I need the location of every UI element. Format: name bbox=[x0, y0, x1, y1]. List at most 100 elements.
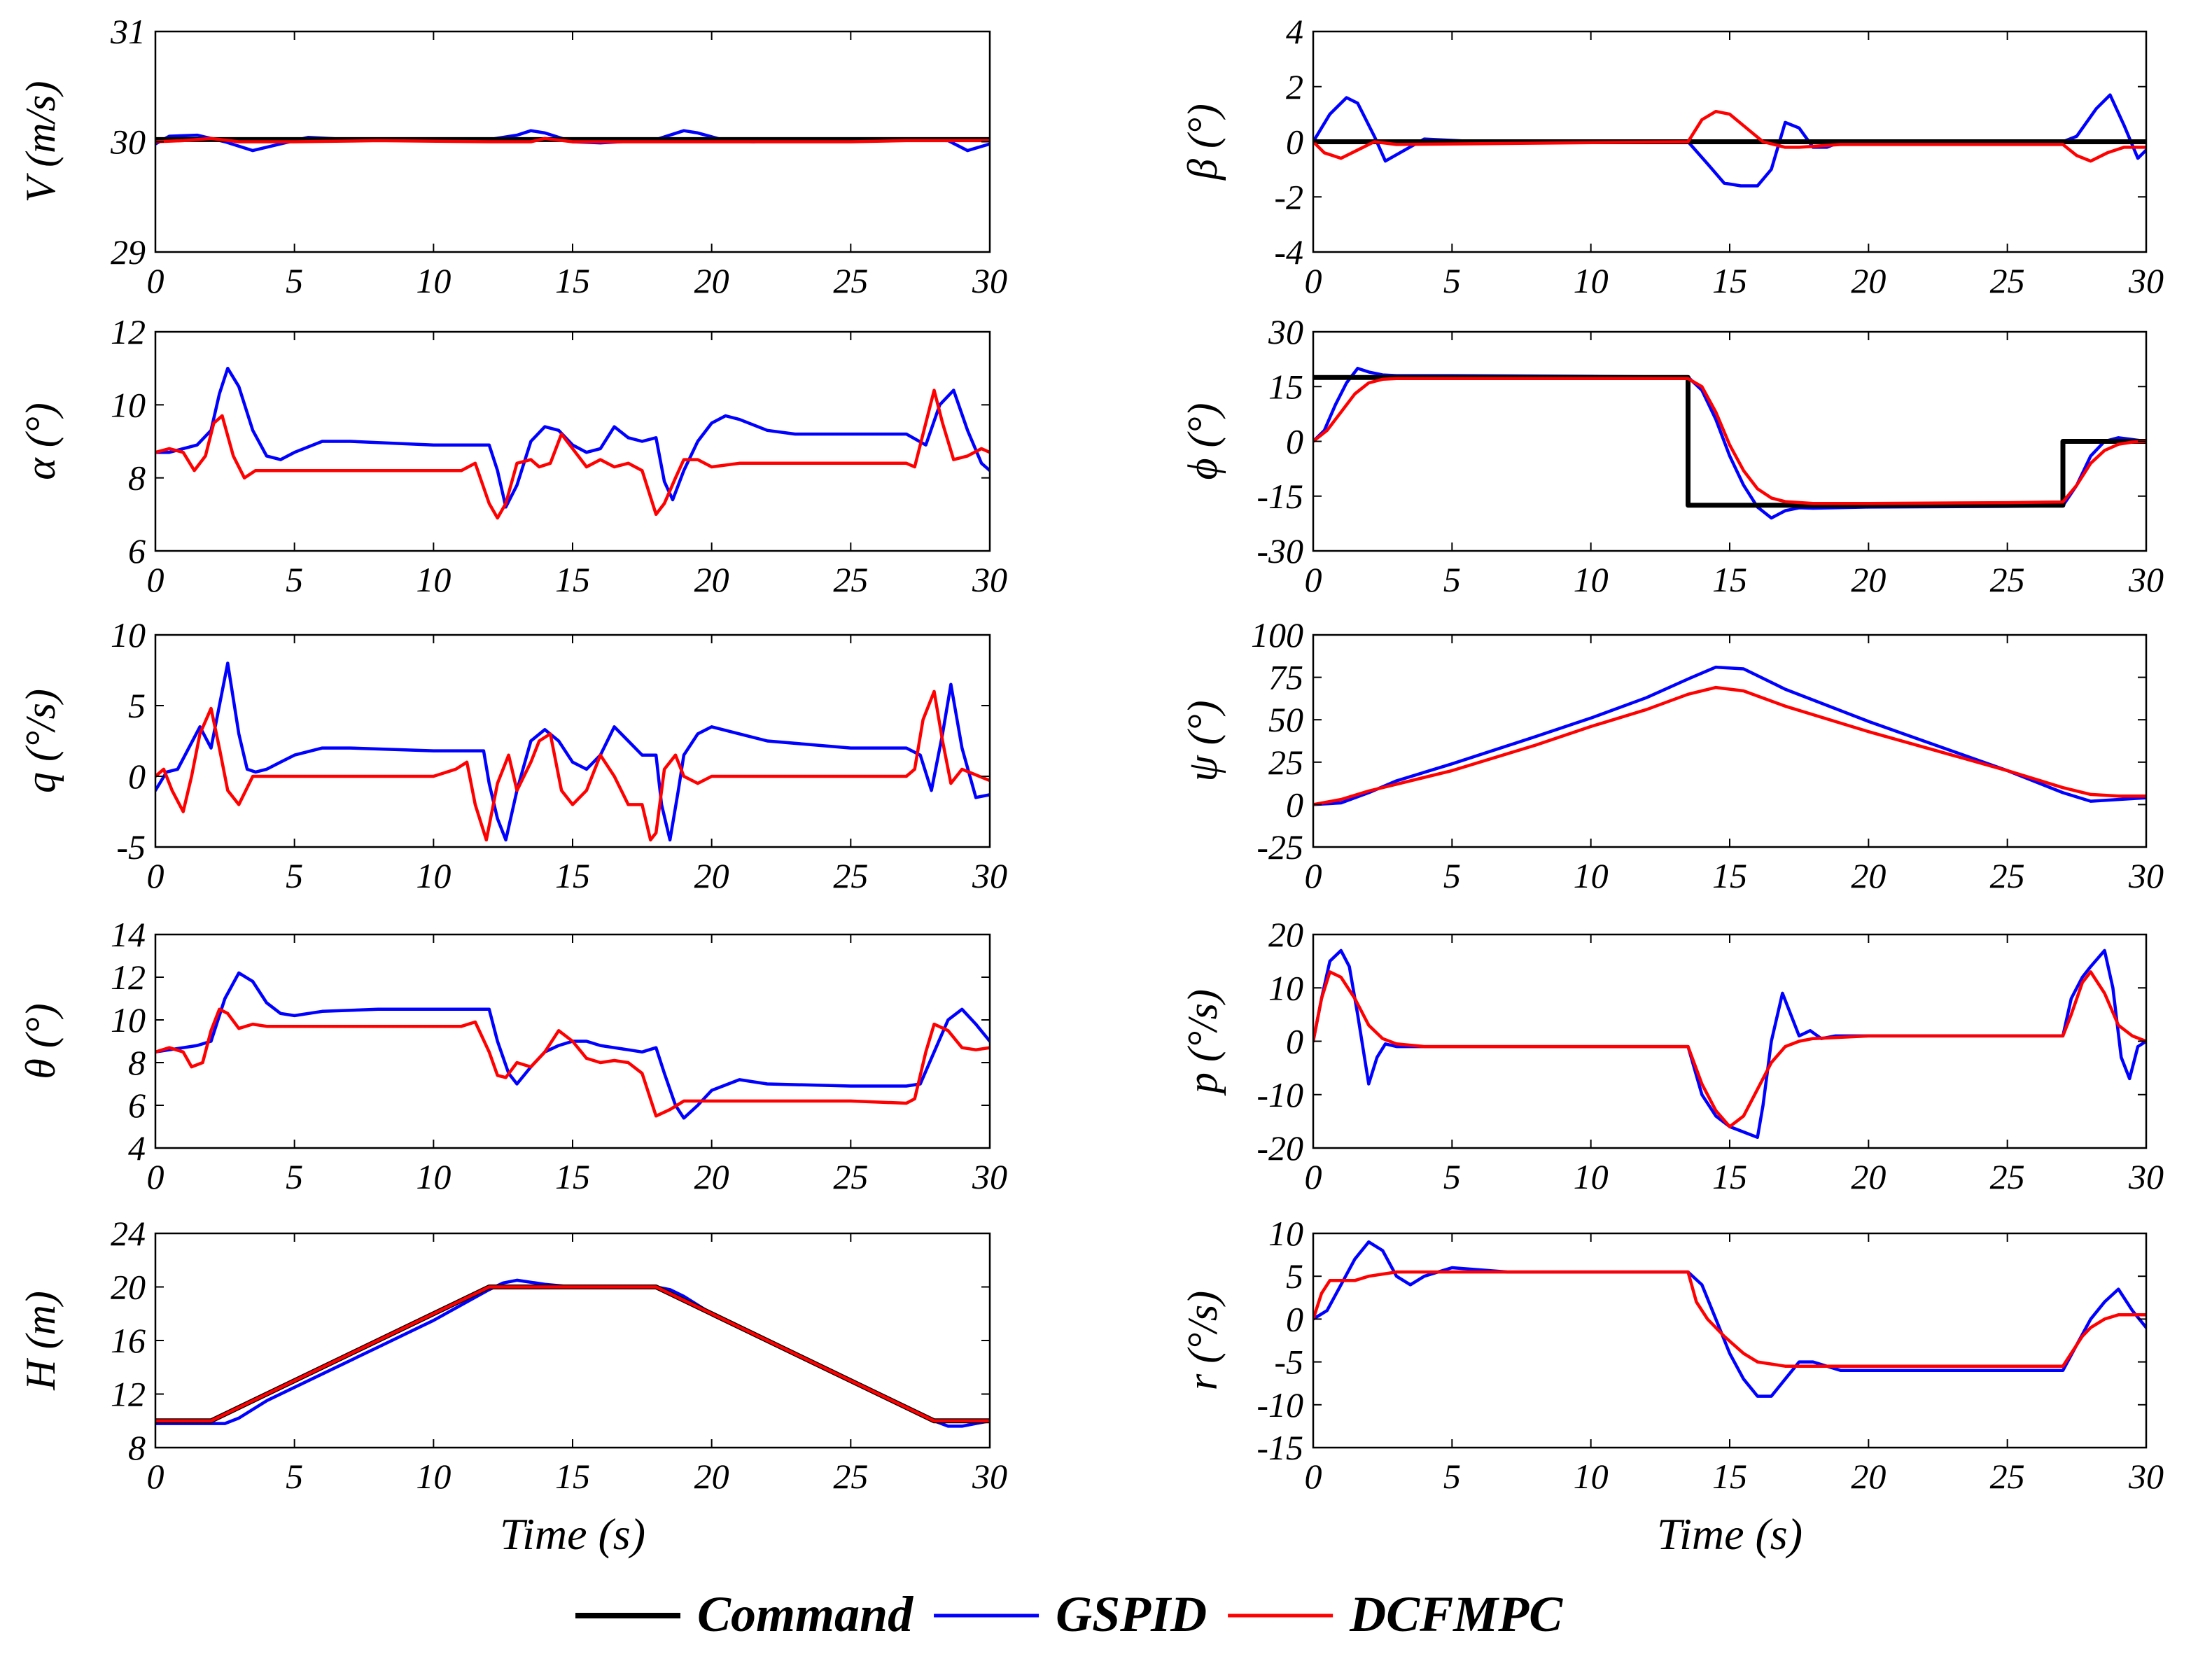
subplot-phi: 0 5 10 15 20 25 30 -30 -15 0 15 30 ϕ (°) bbox=[1180, 312, 2164, 599]
series-line-r-dcfmpc bbox=[1313, 1270, 2146, 1368]
y-tick-label: -15 bbox=[1256, 477, 1303, 516]
x-tick-label: 15 bbox=[555, 560, 590, 599]
y-tick-label: 0 bbox=[1286, 1299, 1303, 1338]
subplot-p: 0 5 10 15 20 25 30 -20 -10 0 10 20 p (°/s) bbox=[1180, 915, 2164, 1196]
y-tick-label: 6 bbox=[128, 1086, 146, 1125]
series-line-H-gspid bbox=[155, 1278, 990, 1428]
x-tick-label: 20 bbox=[694, 560, 729, 599]
y-tick-label: 10 bbox=[1268, 968, 1303, 1007]
x-tick-label: 25 bbox=[833, 856, 868, 895]
series-line-p-dcfmpc bbox=[1313, 970, 2146, 1128]
x-tick-label: 5 bbox=[1443, 1157, 1461, 1196]
x-tick-label: 0 bbox=[1305, 261, 1322, 300]
x-tick-label: 5 bbox=[286, 1157, 303, 1196]
subplot-alpha: 0 5 10 15 20 25 30 6 8 10 12 α (°) bbox=[18, 312, 1007, 599]
axes-box-p bbox=[1312, 933, 2148, 1149]
series-group-psi bbox=[1313, 665, 2146, 806]
series-line-alpha-dcfmpc bbox=[155, 388, 990, 520]
x-tick-label: 0 bbox=[147, 1157, 164, 1196]
y-tick-label: 100 bbox=[1251, 615, 1303, 654]
y-axis-label-r: r (°/s) bbox=[1180, 1291, 1226, 1390]
y-tick-label: 8 bbox=[128, 1043, 146, 1082]
series-line-q-gspid bbox=[155, 662, 990, 842]
y-tick-label: -10 bbox=[1256, 1385, 1303, 1424]
series-line-psi-dcfmpc bbox=[1313, 685, 2146, 806]
x-tick-label: 30 bbox=[972, 1457, 1007, 1496]
y-tick-label: 20 bbox=[1268, 915, 1303, 954]
x-tick-label: 25 bbox=[1990, 560, 2025, 599]
x-tick-label: 5 bbox=[1443, 261, 1461, 300]
x-tick-label: 0 bbox=[147, 856, 164, 895]
x-axis-label-H: Time (s) bbox=[500, 1509, 645, 1559]
y-tick-label: 20 bbox=[111, 1268, 146, 1307]
y-tick-label: -5 bbox=[116, 827, 146, 867]
x-tick-label: 0 bbox=[1305, 1157, 1322, 1196]
y-tick-label: 8 bbox=[128, 1428, 146, 1467]
x-tick-label: 20 bbox=[1851, 1157, 1886, 1196]
y-tick-label: 8 bbox=[128, 458, 146, 498]
subplot-H: 0 5 10 15 20 25 30 8 12 16 20 24 H (m) Time (s) bbox=[18, 1214, 1007, 1559]
series-group-r bbox=[1313, 1240, 2146, 1398]
y-tick-label: -15 bbox=[1256, 1428, 1303, 1467]
series-group-alpha bbox=[155, 366, 990, 520]
x-tick-label: 30 bbox=[972, 261, 1007, 300]
legend-label-dcfmpc: DCFMPC bbox=[1349, 1586, 1563, 1642]
y-tick-label: 4 bbox=[1286, 12, 1303, 51]
series-group-V bbox=[155, 129, 990, 153]
x-tick-label: 10 bbox=[1574, 261, 1609, 300]
x-tick-label: 0 bbox=[147, 1457, 164, 1496]
subplot-beta: 0 5 10 15 20 25 30 -4 -2 0 2 4 β (°) bbox=[1180, 12, 2164, 300]
series-line-beta-dcfmpc bbox=[1313, 109, 2146, 163]
y-tick-label: 30 bbox=[1268, 312, 1303, 351]
series-group-beta bbox=[1313, 93, 2146, 188]
series-line-q-dcfmpc bbox=[155, 690, 990, 842]
y-tick-label: 30 bbox=[110, 122, 146, 162]
series-group-phi bbox=[1313, 366, 2146, 520]
y-tick-label: 24 bbox=[111, 1214, 146, 1253]
y-tick-label: 0 bbox=[1286, 422, 1303, 461]
series-line-theta-dcfmpc bbox=[155, 1007, 990, 1118]
y-tick-label: 0 bbox=[1286, 122, 1303, 162]
y-tick-label: 0 bbox=[128, 757, 146, 796]
y-tick-label: -25 bbox=[1256, 827, 1303, 867]
x-tick-label: 5 bbox=[286, 261, 303, 300]
x-tick-label: 25 bbox=[1990, 261, 2025, 300]
x-tick-label: 30 bbox=[972, 856, 1007, 895]
y-axis-label-phi: ϕ (°) bbox=[1180, 402, 1226, 479]
y-tick-label: 5 bbox=[1286, 1256, 1303, 1296]
x-tick-label: 10 bbox=[416, 560, 451, 599]
y-tick-label: 15 bbox=[1268, 367, 1303, 406]
x-tick-label: 20 bbox=[1851, 856, 1886, 895]
y-tick-label: 29 bbox=[111, 232, 146, 272]
x-tick-label: 25 bbox=[1990, 1457, 2025, 1496]
x-tick-label: 30 bbox=[2128, 1457, 2164, 1496]
axes-box-alpha bbox=[154, 330, 991, 552]
y-tick-label: 10 bbox=[111, 385, 146, 424]
y-tick-label: 10 bbox=[1268, 1214, 1303, 1253]
x-tick-label: 10 bbox=[416, 261, 451, 300]
series-line-alpha-gspid bbox=[155, 366, 990, 509]
y-tick-label: -10 bbox=[1256, 1075, 1303, 1114]
x-tick-label: 15 bbox=[1712, 261, 1747, 300]
y-tick-label: -4 bbox=[1274, 232, 1303, 272]
series-line-theta-gspid bbox=[155, 971, 990, 1120]
series-line-psi-gspid bbox=[1313, 665, 2146, 806]
x-tick-label: 15 bbox=[1712, 856, 1747, 895]
x-tick-label: 5 bbox=[1443, 856, 1461, 895]
x-tick-label: 30 bbox=[2128, 1157, 2164, 1196]
x-tick-label: 15 bbox=[1712, 560, 1747, 599]
x-tick-label: 25 bbox=[1990, 1157, 2025, 1196]
series-group-q bbox=[155, 662, 990, 842]
x-tick-label: 30 bbox=[972, 1157, 1007, 1196]
x-tick-label: 20 bbox=[694, 261, 729, 300]
x-tick-label: 25 bbox=[833, 1157, 868, 1196]
x-tick-label: 20 bbox=[1851, 261, 1886, 300]
x-tick-label: 15 bbox=[555, 1457, 590, 1496]
y-tick-label: 4 bbox=[128, 1128, 146, 1168]
x-tick-label: 0 bbox=[147, 261, 164, 300]
x-tick-label: 25 bbox=[1990, 856, 2025, 895]
subplot-V: 0 5 10 15 20 25 30 29 30 31 V (m/s) bbox=[18, 12, 1007, 300]
x-tick-label: 10 bbox=[416, 1157, 451, 1196]
axes-box-H bbox=[154, 1232, 991, 1449]
